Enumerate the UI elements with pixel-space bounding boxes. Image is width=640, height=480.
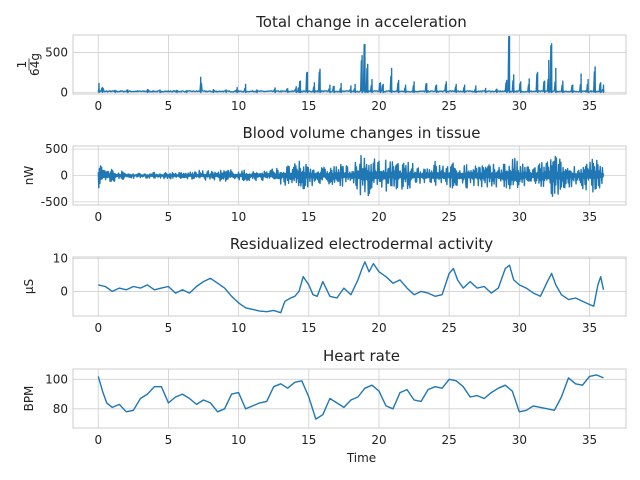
x-tick-label: 10: [231, 321, 246, 335]
x-tick-label: 25: [442, 99, 457, 113]
y-axis-label: μS: [22, 279, 36, 294]
x-tick-label: 10: [231, 433, 246, 447]
x-tick-label: 30: [512, 99, 527, 113]
x-tick-label: 20: [371, 433, 386, 447]
x-tick-label: 10: [231, 99, 246, 113]
subplot-title: Residualized electrodermal activity: [230, 235, 493, 253]
y-tick-label: 80: [53, 402, 68, 416]
series-line: [97, 374, 604, 420]
x-tick-label: 5: [165, 210, 173, 224]
subplot-title: Blood volume changes in tissue: [242, 124, 480, 142]
y-tick-label: 0: [60, 284, 68, 298]
subplot-2: 0 5 10 15 20 25 30 35 500 0 -500 Blood volume chang…: [22, 124, 627, 224]
plot-frame: [72, 256, 627, 317]
subplot-title: Heart rate: [323, 347, 400, 365]
x-tick-label: 20: [371, 210, 386, 224]
x-tick-label: 35: [582, 99, 597, 113]
svg-text:64g: 64g: [28, 53, 42, 76]
x-tick-label: 25: [442, 321, 457, 335]
x-tick-label: 35: [582, 210, 597, 224]
subplot-4: 0 5 10 15 20 25 30 35 80 100 Heart rate BPM: [22, 347, 627, 447]
series-line: [97, 155, 605, 197]
x-tick-label: 20: [371, 321, 386, 335]
x-tick-label: 30: [512, 433, 527, 447]
x-tick-label: 30: [512, 321, 527, 335]
x-tick-label: 15: [301, 433, 316, 447]
series-line: [98, 261, 605, 314]
y-tick-label: 10: [53, 252, 68, 266]
x-tick-label: 20: [371, 99, 386, 113]
plot-frame: [72, 368, 627, 429]
plot-frame: [72, 34, 627, 95]
plot-frame: [72, 145, 627, 206]
x-tick-label: 10: [231, 210, 246, 224]
x-tick-label: 25: [442, 433, 457, 447]
x-axis-label: Time: [346, 451, 376, 465]
x-tick-label: 35: [582, 321, 597, 335]
y-tick-label: 0: [60, 169, 68, 183]
x-tick-label: 0: [94, 210, 102, 224]
svg-text:1: 1: [15, 61, 29, 69]
y-tick-label: -500: [41, 195, 68, 209]
x-tick-label: 0: [94, 321, 102, 335]
y-axis-label: 1 64g: [15, 53, 42, 76]
y-tick-label: 500: [45, 46, 68, 60]
y-tick-label: 100: [45, 372, 68, 386]
x-tick-label: 5: [165, 99, 173, 113]
x-tick-label: 0: [94, 99, 102, 113]
x-tick-label: 5: [165, 433, 173, 447]
y-axis-label: BPM: [22, 386, 36, 412]
x-tick-label: 15: [301, 210, 316, 224]
x-tick-label: 0: [94, 433, 102, 447]
subplot-1: 0 5 10 15 20 25 30 35 0 500 Total change in accele…: [15, 13, 627, 113]
series-line: [97, 35, 605, 94]
x-tick-label: 35: [582, 433, 597, 447]
x-tick-label: 30: [512, 210, 527, 224]
x-tick-label: 15: [301, 321, 316, 335]
subplot-3: 0 5 10 15 20 25 30 35 0 10 Residualized electroder…: [22, 235, 627, 335]
x-tick-label: 15: [301, 99, 316, 113]
y-tick-label: 500: [45, 142, 68, 156]
x-tick-label: 5: [165, 321, 173, 335]
y-axis-label: nW: [22, 166, 36, 186]
subplot-title: Total change in acceleration: [255, 13, 467, 31]
x-tick-label: 25: [442, 210, 457, 224]
y-tick-label: 0: [60, 85, 68, 99]
